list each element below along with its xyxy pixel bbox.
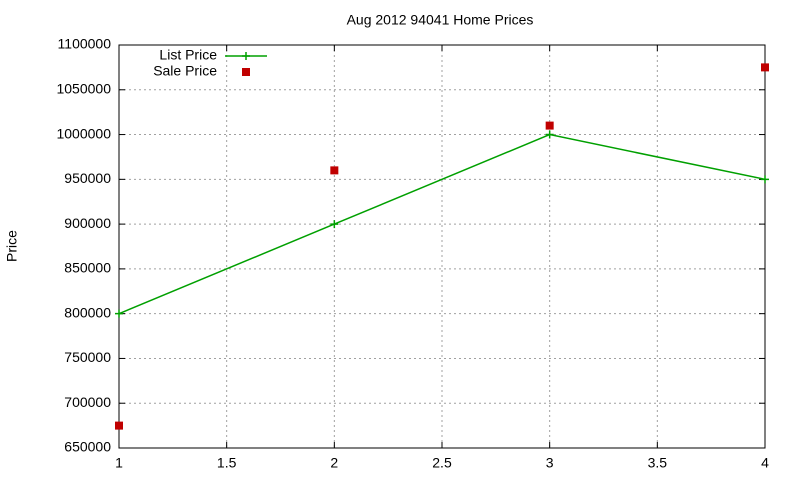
series-line — [118, 133, 766, 315]
x-tick-label: 3 — [546, 455, 554, 471]
y-tick-label: 1000000 — [56, 125, 111, 141]
point-marker — [115, 309, 123, 318]
y-tick-label: 900000 — [64, 215, 111, 231]
x-tick-label: 4 — [761, 455, 769, 471]
x-tick-label: 2.5 — [432, 455, 452, 471]
y-tick-label: 950000 — [64, 170, 111, 186]
legend-marker — [242, 68, 250, 76]
legend-label: List Price — [159, 47, 217, 63]
x-tick-label: 1.5 — [217, 455, 237, 471]
x-tick-label: 2 — [330, 455, 338, 471]
y-axis-label: Price — [4, 230, 20, 262]
y-tick-label: 750000 — [64, 349, 111, 365]
y-tick-label: 850000 — [64, 260, 111, 276]
point — [115, 421, 123, 430]
legend-marker — [242, 52, 250, 60]
y-tick-label: 700000 — [64, 394, 111, 410]
x-tick-label: 1 — [115, 455, 123, 471]
point — [761, 63, 769, 72]
y-tick-label: 650000 — [64, 439, 111, 455]
y-tick-label: 1050000 — [56, 80, 111, 96]
legend-label: Sale Price — [153, 63, 217, 79]
y-tick-label: 800000 — [64, 304, 111, 320]
plot-frame — [118, 44, 766, 449]
x-tick-label: 3.5 — [648, 455, 668, 471]
point — [545, 121, 554, 130]
point-marker — [545, 130, 554, 139]
y-tick-label: 1100000 — [58, 36, 112, 52]
chart-title: Aug 2012 94041 Home Prices — [347, 12, 534, 28]
point — [330, 166, 339, 175]
point-marker — [761, 175, 769, 184]
point-marker — [330, 220, 339, 229]
